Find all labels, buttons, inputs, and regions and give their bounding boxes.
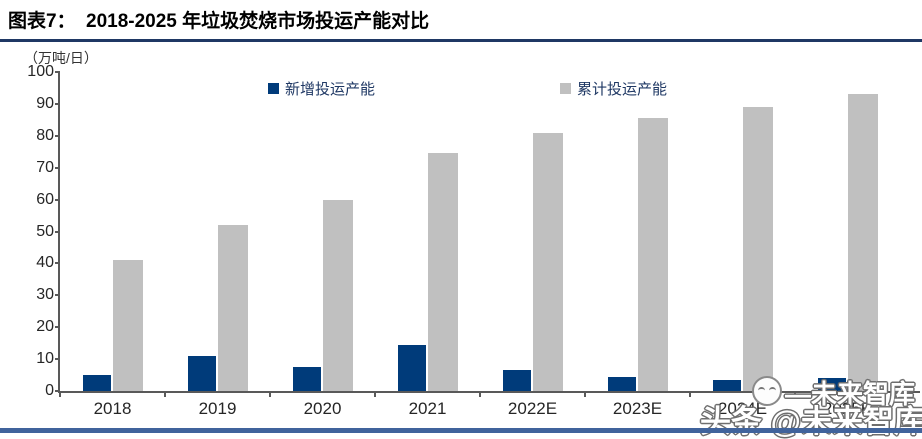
legend-swatch-cumulative-capacity bbox=[560, 82, 571, 94]
bar-new-capacity-2019 bbox=[187, 355, 216, 391]
x-axis-tick-8 bbox=[899, 391, 901, 397]
bar-group-2023E: 2023E bbox=[585, 72, 690, 418]
y-axis-tick-0 bbox=[55, 390, 60, 392]
bar-group-2021: 2021 bbox=[375, 72, 480, 418]
x-axis-tick-3 bbox=[374, 391, 376, 397]
bar-group-2018: 2018 bbox=[60, 72, 165, 418]
figure-number-label: 图表7： bbox=[8, 11, 76, 32]
y-axis-label-20: 20 bbox=[36, 318, 54, 336]
bar-cumulative-capacity-2018 bbox=[112, 260, 143, 391]
title-underline bbox=[0, 39, 922, 42]
x-axis-tick-2 bbox=[269, 391, 271, 397]
bar-group-2019: 2019 bbox=[165, 72, 270, 418]
figure-header: 图表7： 2018-2025 年垃圾焚烧市场投运产能对比 bbox=[0, 6, 922, 42]
y-axis-tick-40 bbox=[55, 262, 60, 265]
figure-title: 2018-2025 年垃圾焚烧市场投运产能对比 bbox=[86, 11, 430, 32]
y-axis-tick-10 bbox=[55, 358, 60, 361]
bar-group-2020: 2020 bbox=[270, 72, 375, 418]
x-axis-label-2020: 2020 bbox=[303, 399, 342, 418]
legend-label-cumulative-capacity: 累计投运产能 bbox=[577, 80, 668, 98]
bar-new-capacity-2023E bbox=[607, 376, 636, 391]
y-axis-label-10: 10 bbox=[36, 350, 54, 368]
legend-item-cumulative-capacity: 累计投运产能 bbox=[560, 80, 668, 98]
y-axis-label-70: 70 bbox=[36, 158, 54, 176]
x-axis-label-2018: 2018 bbox=[93, 399, 132, 418]
legend-swatch-new-capacity bbox=[268, 82, 279, 94]
x-axis-label-2019: 2019 bbox=[198, 399, 237, 418]
bar-new-capacity-2022E bbox=[502, 370, 531, 391]
bar-cumulative-capacity-2020 bbox=[322, 199, 353, 391]
bar-cumulative-capacity-2019 bbox=[217, 225, 248, 391]
legend-label-new-capacity: 新增投运产能 bbox=[285, 80, 376, 98]
y-axis-tick-50 bbox=[55, 230, 60, 233]
bar-cumulative-capacity-2021 bbox=[427, 153, 458, 391]
x-axis-tick-7 bbox=[794, 391, 796, 397]
y-axis-label-80: 80 bbox=[36, 126, 54, 144]
y-axis-label-60: 60 bbox=[36, 190, 54, 208]
y-axis-label-40: 40 bbox=[36, 254, 54, 272]
y-axis-tick-30 bbox=[55, 294, 60, 297]
y-axis-tick-70 bbox=[55, 166, 60, 169]
y-axis-tick-80 bbox=[55, 134, 60, 137]
x-axis-tick-6 bbox=[689, 391, 691, 397]
bar-new-capacity-2020 bbox=[292, 367, 321, 391]
bar-new-capacity-2024E bbox=[712, 379, 741, 391]
y-axis-tick-20 bbox=[55, 326, 60, 329]
y-axis-label-30: 30 bbox=[36, 286, 54, 304]
bar-group-2025E: 2025E bbox=[795, 72, 900, 418]
x-axis-label-2021: 2021 bbox=[408, 399, 447, 418]
bar-group-2022E: 2022E bbox=[480, 72, 585, 418]
y-axis-tick-100 bbox=[55, 71, 60, 73]
bar-new-capacity-2021 bbox=[397, 344, 426, 391]
x-axis-label-2022E: 2022E bbox=[507, 399, 558, 418]
x-axis-tick-4 bbox=[479, 391, 481, 397]
x-axis-label-2024E: 2024E bbox=[717, 399, 768, 418]
bottom-divider-rule bbox=[0, 428, 922, 433]
bar-group-2024E: 2024E bbox=[690, 72, 795, 418]
x-axis-label-2025E: 2025E bbox=[822, 399, 873, 418]
bar-new-capacity-2018 bbox=[82, 375, 111, 391]
y-axis-tick-90 bbox=[55, 102, 60, 105]
bar-cumulative-capacity-2023E bbox=[637, 118, 668, 391]
bar-cumulative-capacity-2024E bbox=[742, 107, 773, 391]
bar-cumulative-capacity-2025E bbox=[847, 94, 878, 391]
bar-cumulative-capacity-2022E bbox=[532, 132, 563, 391]
legend-item-new-capacity: 新增投运产能 bbox=[268, 80, 376, 98]
x-axis-line bbox=[58, 391, 920, 393]
bar-new-capacity-2025E bbox=[817, 378, 846, 391]
y-axis-unit-label: （万吨/日） bbox=[24, 50, 98, 66]
x-axis-label-2023E: 2023E bbox=[612, 399, 663, 418]
y-axis-label-90: 90 bbox=[36, 94, 54, 112]
x-axis-tick-0 bbox=[59, 391, 61, 397]
y-axis-label-100: 100 bbox=[27, 63, 54, 80]
x-axis-tick-1 bbox=[164, 391, 166, 397]
plot-area: 0 10 20 30 40 50 60 70 80 90 100 2018 2019 2020 2021 20… bbox=[27, 63, 901, 418]
y-axis-tick-60 bbox=[55, 198, 60, 201]
y-axis-label-0: 0 bbox=[45, 382, 54, 399]
x-axis-tick-5 bbox=[584, 391, 586, 397]
y-axis-label-50: 50 bbox=[36, 222, 54, 240]
